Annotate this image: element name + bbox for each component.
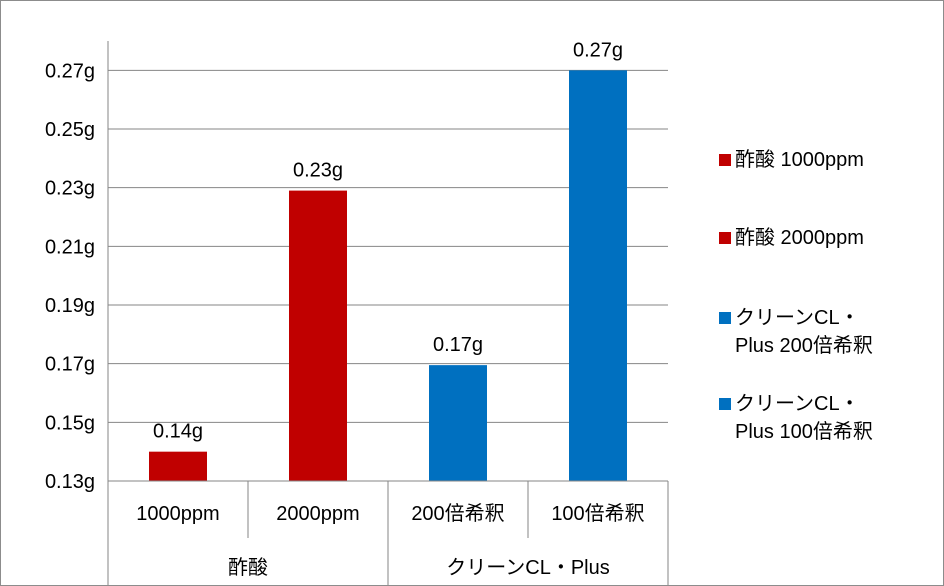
legend-item: クリーンCL・ Plus 100倍希釈 [719,390,873,446]
y-tick-label: 0.21g [45,236,95,258]
group-label: クリーンCL・Plus [446,556,609,579]
legend-swatch [719,154,731,166]
y-tick-label: 0.27g [45,60,95,82]
legend-item: クリーンCL・ Plus 200倍希釈 [719,304,873,360]
bar [569,70,627,481]
category-label: 200倍希釈 [411,502,504,525]
legend-label: 酢酸 1000ppm [735,149,864,171]
y-tick-label: 0.23g [45,178,95,200]
bar [289,190,347,481]
bar [149,451,207,481]
data-label: 0.17g [433,334,483,356]
y-tick-label: 0.13g [45,471,95,493]
y-tick-label: 0.19g [45,295,95,317]
category-label: 1000ppm [136,503,219,525]
legend-label: クリーンCL・ Plus 200倍希釈 [735,307,873,357]
legend-swatch [719,398,731,410]
data-label: 0.27g [573,39,623,61]
data-label: 0.23g [293,160,343,182]
category-label: 2000ppm [276,503,359,525]
legend-item: 酢酸 1000ppm [719,146,864,174]
legend-item: 酢酸 2000ppm [719,224,864,252]
legend-swatch [719,312,731,324]
y-tick-label: 0.15g [45,412,95,434]
group-label: 酢酸 [228,556,268,579]
legend-label: 酢酸 2000ppm [735,227,864,249]
legend-swatch [719,232,731,244]
legend-label: クリーンCL・ Plus 100倍希釈 [735,393,873,443]
y-tick-label: 0.25g [45,119,95,141]
y-tick-label: 0.17g [45,354,95,376]
bar [429,365,487,481]
data-label: 0.14g [153,421,203,443]
category-label: 100倍希釈 [551,502,644,525]
